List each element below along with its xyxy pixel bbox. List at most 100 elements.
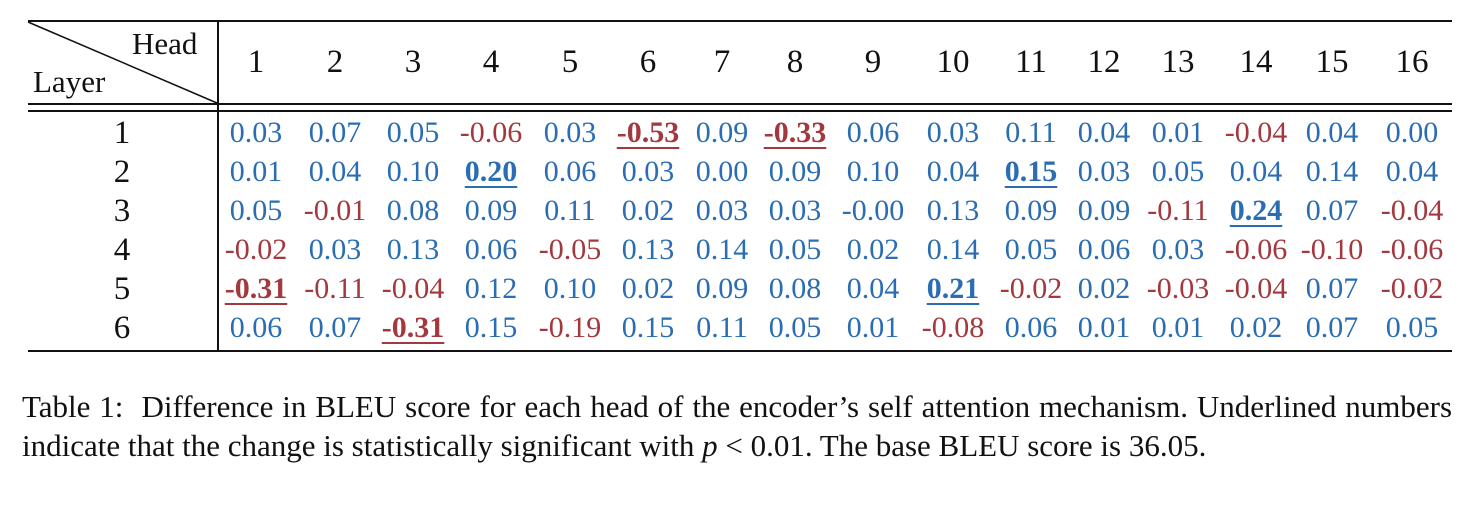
cell-layer1-head13: 0.01 [1151, 116, 1205, 149]
layer-label-1: 1 [113, 115, 131, 151]
cell-layer4-head8: 0.05 [768, 233, 822, 266]
cell-layer1-head8: -0.33 [763, 116, 827, 149]
cell-layer6-head4: 0.15 [464, 311, 518, 344]
layer-label-4: 4 [113, 232, 131, 268]
cell-layer6-head5: -0.19 [538, 311, 602, 344]
cell-layer5-head11: -0.02 [999, 272, 1063, 305]
cell-layer2-head15: 0.14 [1305, 155, 1359, 188]
cell-layer4-head4: 0.06 [464, 233, 518, 266]
cell-layer3-head6: 0.02 [621, 194, 675, 227]
cell-layer4-head15: -0.10 [1300, 233, 1364, 266]
top-rule [28, 20, 1452, 22]
cell-layer6-head11: 0.06 [1004, 311, 1058, 344]
cell-layer5-head8: 0.08 [768, 272, 822, 305]
cell-layer5-head14: -0.04 [1224, 272, 1288, 305]
cell-layer5-head6: 0.02 [621, 272, 675, 305]
layer-label-2: 2 [113, 154, 131, 190]
cell-layer2-head9: 0.10 [846, 155, 900, 188]
cell-layer6-head13: 0.01 [1151, 311, 1205, 344]
table-caption: Table 1: Difference in BLEU score for eac… [22, 387, 1452, 465]
cell-layer3-head13: -0.11 [1147, 194, 1209, 227]
cell-layer1-head12: 0.04 [1077, 116, 1131, 149]
cell-layer1-head11: 0.11 [1005, 116, 1057, 149]
head-header-10: 10 [936, 44, 970, 80]
cell-layer1-head10: 0.03 [926, 116, 980, 149]
corner-row-label: Layer [33, 64, 106, 99]
bottom-rule [28, 350, 1452, 352]
cell-layer3-head11: 0.09 [1004, 194, 1058, 227]
cell-layer2-head5: 0.06 [543, 155, 597, 188]
cell-layer2-head12: 0.03 [1077, 155, 1131, 188]
cell-layer5-head12: 0.02 [1077, 272, 1131, 305]
header-rule-upper [28, 103, 1452, 105]
cell-layer6-head12: 0.01 [1077, 311, 1131, 344]
cell-layer5-head4: 0.12 [464, 272, 518, 305]
layer-label-3: 3 [113, 193, 131, 229]
cell-layer6-head2: 0.07 [308, 311, 362, 344]
cell-layer4-head7: 0.14 [695, 233, 749, 266]
cell-layer1-head15: 0.04 [1305, 116, 1359, 149]
cell-layer5-head13: -0.03 [1146, 272, 1210, 305]
row-header-divider [217, 20, 219, 352]
cell-layer3-head16: -0.04 [1380, 194, 1444, 227]
cell-layer4-head9: 0.02 [846, 233, 900, 266]
cell-layer4-head14: -0.06 [1224, 233, 1288, 266]
cell-layer6-head8: 0.05 [768, 311, 822, 344]
header-rule-lower [28, 110, 1452, 112]
cell-layer3-head3: 0.08 [386, 194, 440, 227]
cell-layer1-head4: -0.06 [459, 116, 523, 149]
head-header-13: 13 [1161, 44, 1195, 80]
cell-layer4-head12: 0.06 [1077, 233, 1131, 266]
cell-layer4-head13: 0.03 [1151, 233, 1205, 266]
head-header-7: 7 [713, 44, 731, 80]
cell-layer2-head16: 0.04 [1385, 155, 1439, 188]
cell-layer6-head1: 0.06 [229, 311, 283, 344]
cell-layer4-head6: 0.13 [621, 233, 675, 266]
cell-layer3-head15: 0.07 [1305, 194, 1359, 227]
caption-sentence-1: Difference in BLEU score for each head o… [22, 389, 1453, 463]
cell-layer6-head7: 0.11 [696, 311, 748, 344]
cell-layer1-head16: 0.00 [1385, 116, 1439, 149]
caption-math-variable: p [702, 428, 718, 463]
cell-layer5-head2: -0.11 [304, 272, 366, 305]
cell-layer3-head9: -0.00 [841, 194, 905, 227]
cell-layer5-head1: -0.31 [224, 272, 288, 305]
cell-layer2-head10: 0.04 [926, 155, 980, 188]
cell-layer1-head2: 0.07 [308, 116, 362, 149]
cell-layer3-head2: -0.01 [303, 194, 367, 227]
head-header-9: 9 [864, 44, 882, 80]
cell-layer6-head14: 0.02 [1229, 311, 1283, 344]
cell-layer3-head7: 0.03 [695, 194, 749, 227]
corner-column-label: Head [132, 26, 198, 61]
cell-layer3-head12: 0.09 [1077, 194, 1131, 227]
cell-layer5-head7: 0.09 [695, 272, 749, 305]
cell-layer6-head3: -0.31 [381, 311, 445, 344]
cell-layer4-head2: 0.03 [308, 233, 362, 266]
cell-layer2-head1: 0.01 [229, 155, 283, 188]
cell-layer1-head6: -0.53 [616, 116, 680, 149]
cell-layer3-head4: 0.09 [464, 194, 518, 227]
head-header-5: 5 [561, 44, 579, 80]
cell-layer1-head3: 0.05 [386, 116, 440, 149]
head-header-1: 1 [247, 44, 265, 80]
cell-layer6-head16: 0.05 [1385, 311, 1439, 344]
head-header-3: 3 [404, 44, 422, 80]
cell-layer3-head14: 0.24 [1229, 194, 1283, 227]
cell-layer2-head2: 0.04 [308, 155, 362, 188]
cell-layer3-head8: 0.03 [768, 194, 822, 227]
cell-layer4-head5: -0.05 [538, 233, 602, 266]
head-header-15: 15 [1315, 44, 1349, 80]
cell-layer2-head11: 0.15 [1004, 155, 1058, 188]
head-header-4: 4 [482, 44, 500, 80]
cell-layer1-head9: 0.06 [846, 116, 900, 149]
head-header-11: 11 [1015, 44, 1047, 80]
cell-layer5-head5: 0.10 [543, 272, 597, 305]
cell-layer2-head13: 0.05 [1151, 155, 1205, 188]
cell-layer1-head7: 0.09 [695, 116, 749, 149]
cell-layer4-head1: -0.02 [224, 233, 288, 266]
cell-layer6-head15: 0.07 [1305, 311, 1359, 344]
head-header-14: 14 [1239, 44, 1273, 80]
cell-layer6-head9: 0.01 [846, 311, 900, 344]
cell-layer6-head10: -0.08 [921, 311, 985, 344]
cell-layer1-head1: 0.03 [229, 116, 283, 149]
